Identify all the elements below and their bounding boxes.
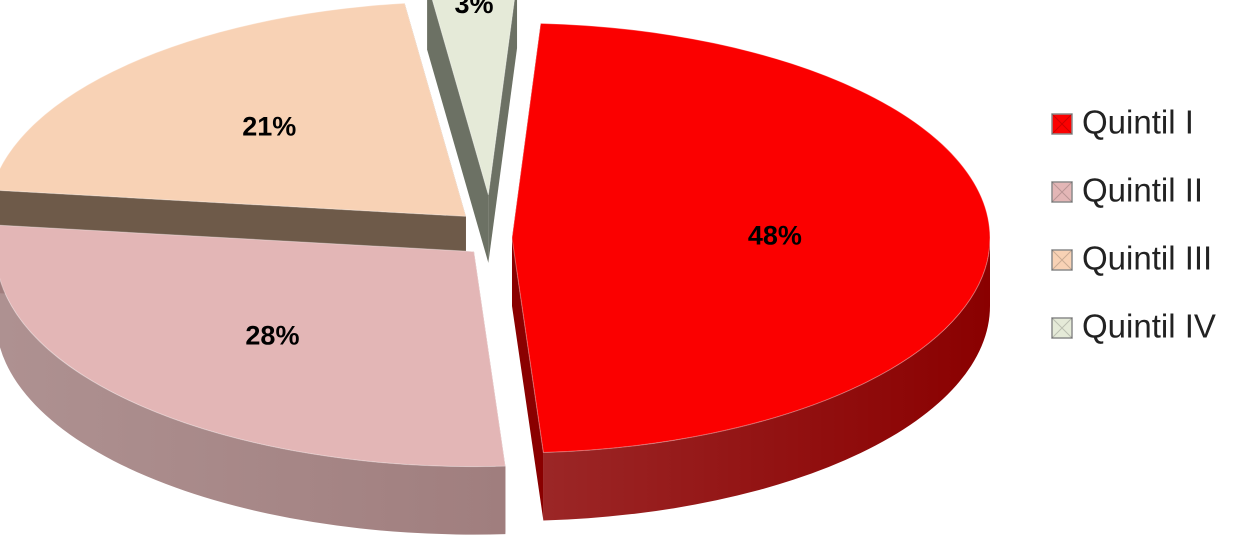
legend-swatch-quintil-ii xyxy=(1051,181,1073,203)
pie-slice-quintil-i xyxy=(511,22,991,521)
data-label-quintil-ii: 28% xyxy=(245,320,299,350)
legend-swatch-bevel-quintil-iv xyxy=(1051,317,1073,339)
pie-slice-top-quintil-ii xyxy=(0,224,506,468)
data-label-quintil-i: 48% xyxy=(748,221,802,251)
data-label-quintil-iv: 3% xyxy=(454,0,493,19)
legend-swatch-quintil-iii xyxy=(1051,249,1073,271)
pie-slice-top-quintil-i xyxy=(511,22,991,453)
legend-swatch-quintil-i xyxy=(1051,113,1073,135)
legend-item-quintil-iii: Quintil III xyxy=(1051,240,1212,277)
legend-label-quintil-i: Quintil I xyxy=(1082,104,1194,141)
pie-slice-quintil-iv xyxy=(427,0,518,263)
pie-slice-top-quintil-iii xyxy=(0,2,467,217)
pie-slice-wall-quintil-ii xyxy=(0,279,506,535)
legend-item-quintil-i: Quintil I xyxy=(1051,104,1194,141)
pie-slice-cut-face-quintil-iv xyxy=(427,0,489,263)
legend-swatch-bevel-quintil-iii xyxy=(1051,249,1073,271)
pie-layer xyxy=(0,0,991,535)
legend: Quintil I Quintil II Quintil III Quintil IV xyxy=(1051,104,1216,345)
legend-label-quintil-iii: Quintil III xyxy=(1082,240,1212,277)
legend-label-quintil-iv: Quintil IV xyxy=(1082,308,1216,345)
pie-slice-wall-quintil-i xyxy=(543,237,990,521)
legend-swatch-bevel-quintil-i xyxy=(1051,113,1073,135)
pie-slice-top-quintil-iv xyxy=(431,0,515,195)
pie-slice-quintil-ii xyxy=(0,224,506,535)
pie-slice-cut-face-quintil-i xyxy=(511,237,544,521)
pie-slice-cut-face-quintil-iv xyxy=(488,0,518,263)
legend-label-quintil-ii: Quintil II xyxy=(1082,172,1203,209)
data-label-quintil-iii: 21% xyxy=(242,112,296,142)
data-labels: 48% 28% 21% 3% xyxy=(242,0,802,350)
legend-item-quintil-ii: Quintil II xyxy=(1051,172,1203,209)
legend-swatch-bevel-quintil-ii xyxy=(1051,181,1073,203)
legend-item-quintil-iv: Quintil IV xyxy=(1051,308,1216,345)
legend-swatch-quintil-iv xyxy=(1051,317,1073,339)
